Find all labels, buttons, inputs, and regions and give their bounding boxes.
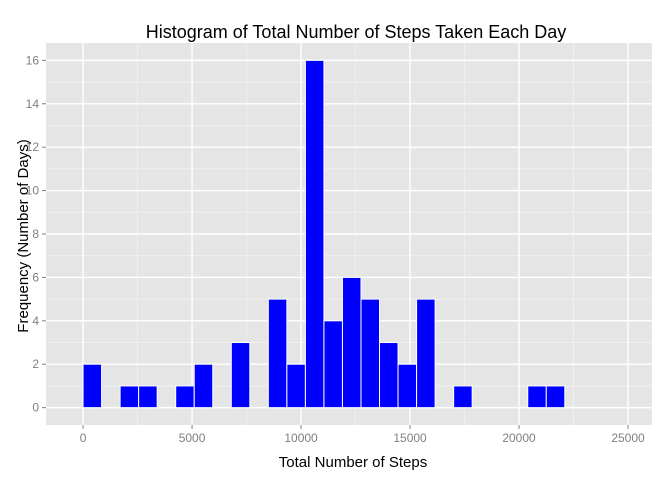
histogram-bar xyxy=(453,385,473,409)
histogram-bar xyxy=(360,298,381,409)
y-tick-label: 8 xyxy=(32,227,39,241)
x-tick-label: 20000 xyxy=(502,431,536,445)
chart-title: Histogram of Total Number of Steps Taken… xyxy=(146,22,567,42)
y-tick-label: 12 xyxy=(26,140,40,154)
y-axis-title: Frequency (Number of Days) xyxy=(15,139,32,332)
histogram-bar xyxy=(286,363,306,409)
histogram-bar xyxy=(175,385,195,409)
histogram-bar xyxy=(527,385,547,409)
histogram-bar xyxy=(545,385,566,409)
y-tick-label: 14 xyxy=(26,97,40,111)
histogram-bar xyxy=(416,298,436,409)
y-tick-label: 16 xyxy=(26,53,40,67)
histogram-bar xyxy=(230,342,251,409)
x-axis-title: Total Number of Steps xyxy=(279,454,427,471)
y-axis-ticks: 0 2 4 6 8 10 12 14 16 xyxy=(26,53,46,415)
histogram-bar xyxy=(304,59,325,409)
histogram-bar xyxy=(397,363,418,409)
x-tick-label: 5000 xyxy=(179,431,206,445)
y-tick-label: 4 xyxy=(32,314,39,328)
histogram-bar xyxy=(119,385,140,409)
histogram-bars xyxy=(82,59,566,409)
histogram-bar xyxy=(82,363,103,409)
y-tick-label: 10 xyxy=(26,184,40,198)
x-tick-label: 0 xyxy=(80,431,87,445)
histogram-bar xyxy=(341,276,362,409)
y-tick-label: 2 xyxy=(32,357,39,371)
x-axis-ticks: 0 5000 10000 15000 20000 25000 xyxy=(80,425,645,445)
histogram-bar xyxy=(138,385,158,409)
y-tick-label: 0 xyxy=(32,401,39,415)
x-tick-label: 10000 xyxy=(284,431,318,445)
histogram-bar xyxy=(267,298,288,409)
x-tick-label: 15000 xyxy=(393,431,427,445)
x-tick-label: 25000 xyxy=(611,431,645,445)
histogram-bar xyxy=(323,320,343,409)
histogram-bar xyxy=(193,363,214,409)
histogram-bar xyxy=(379,342,399,409)
y-tick-label: 6 xyxy=(32,270,39,284)
